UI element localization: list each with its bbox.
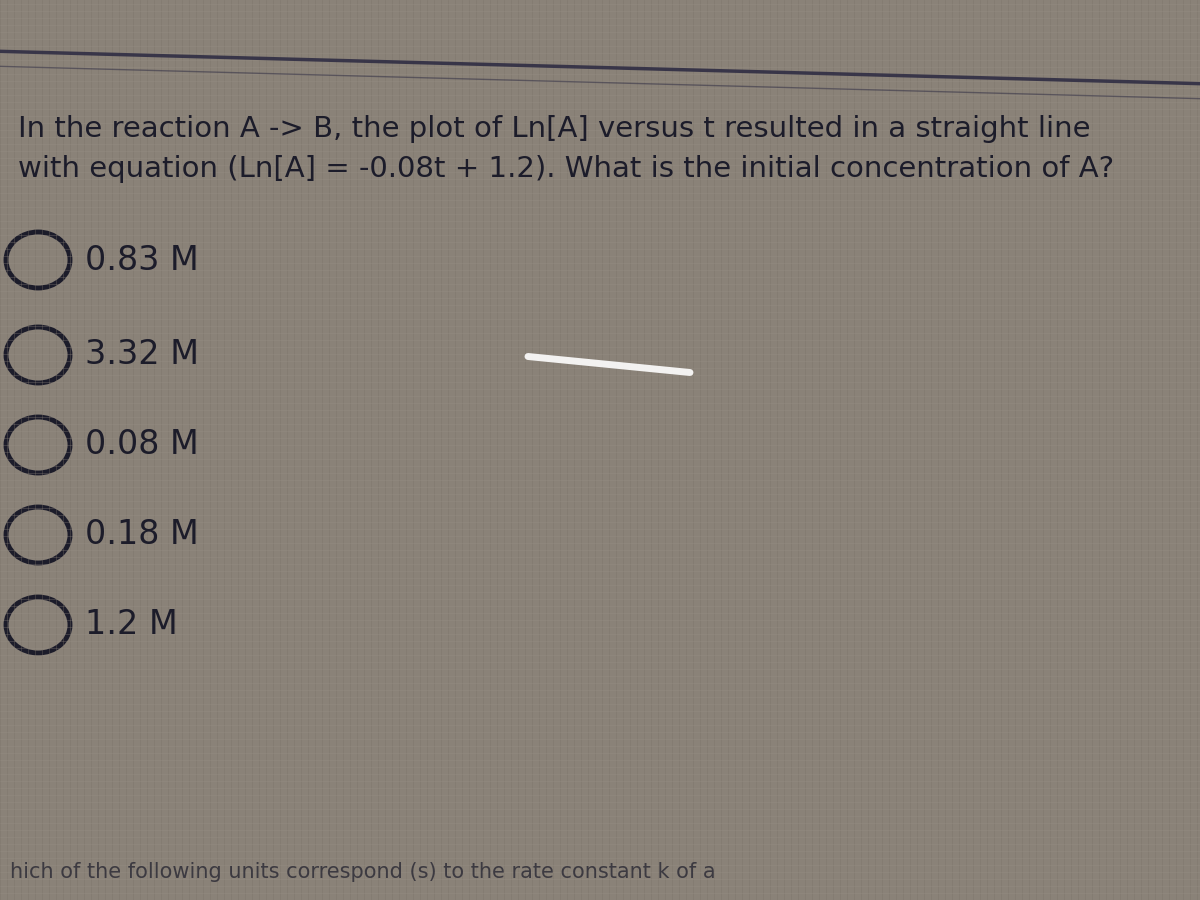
Text: with equation (Ln[A] = -0.08t + 1.2). What is the initial concentration of A?: with equation (Ln[A] = -0.08t + 1.2). Wh… (18, 155, 1114, 183)
Text: 0.08 M: 0.08 M (85, 428, 199, 462)
Text: In the reaction A -> B, the plot of Ln[A] versus t resulted in a straight line: In the reaction A -> B, the plot of Ln[A… (18, 115, 1091, 143)
Text: hich of the following units correspond (s) to the rate constant k of a: hich of the following units correspond (… (10, 862, 715, 882)
Text: 3.32 M: 3.32 M (85, 338, 199, 372)
Text: 0.83 M: 0.83 M (85, 244, 199, 276)
Text: 0.18 M: 0.18 M (85, 518, 199, 552)
Text: 1.2 M: 1.2 M (85, 608, 178, 642)
